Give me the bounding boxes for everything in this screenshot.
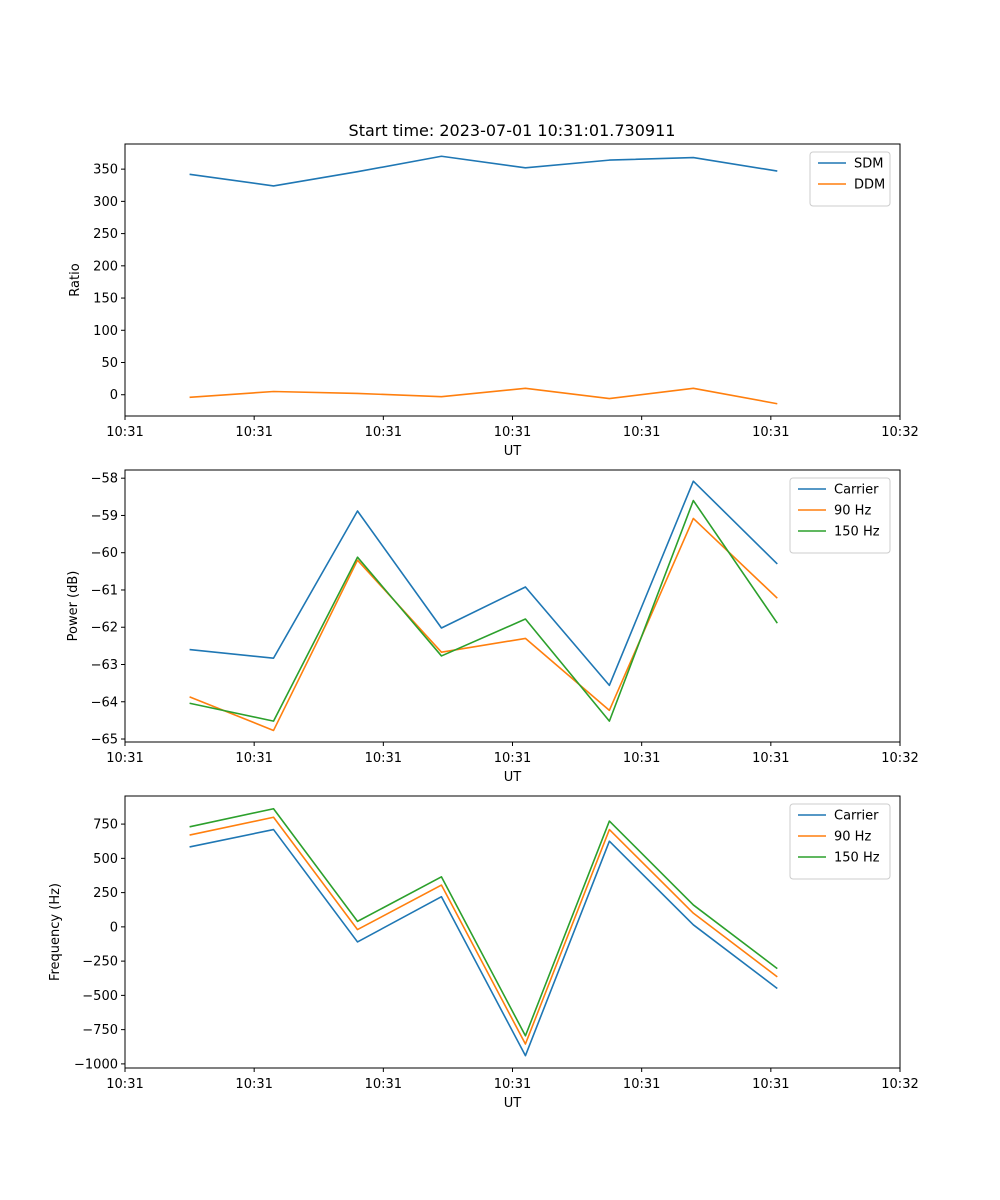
- legend: SDM DDM: [809, 151, 891, 207]
- x-tick-label: 10:31: [752, 751, 789, 766]
- x-tick-label: 10:32: [881, 425, 918, 440]
- chart-panel-1: 10:31 10:31 10:31 10:31 10:31 10:31 10:32 0 50 10…: [68, 143, 919, 459]
- y-tick-label: 250: [93, 227, 118, 242]
- y-tick-label: 150: [93, 292, 118, 307]
- legend-label: Carrier: [834, 483, 879, 498]
- x-tick-label: 10:31: [365, 751, 402, 766]
- chart-panel-3: 10:31 10:31 10:31 10:31 10:31 10:31 10:32 −1000…: [48, 795, 919, 1111]
- x-tick-label: 10:31: [623, 425, 660, 440]
- x-axis-label: UT: [504, 770, 522, 785]
- series-line-carrier: [189, 828, 778, 1057]
- figure-title: Start time: 2023-07-01 10:31:01.730911: [349, 121, 676, 140]
- x-tick-label: 10:31: [623, 751, 660, 766]
- y-axis-label: Power (dB): [66, 571, 81, 642]
- y-tick-label: −500: [82, 989, 118, 1004]
- x-tick-label: 10:31: [365, 1077, 402, 1092]
- y-tick-label: 350: [93, 163, 118, 178]
- y-tick-label: −62: [91, 621, 118, 636]
- legend-box: [789, 803, 891, 880]
- x-tick-label: 10:32: [881, 1077, 918, 1092]
- y-tick-label: 500: [93, 852, 118, 867]
- y-tick-label: 0: [110, 388, 118, 403]
- y-tick-label: 0: [110, 920, 118, 935]
- y-tick-label: −61: [91, 583, 118, 598]
- y-tick-label: −64: [91, 695, 118, 710]
- x-tick-label: 10:31: [752, 1077, 789, 1092]
- y-tick-label: −60: [91, 546, 118, 561]
- panels: 10:31 10:31 10:31 10:31 10:31 10:31 10:32 0 50 10…: [48, 143, 919, 1111]
- legend-label: 90 Hz: [834, 504, 871, 519]
- legend: Carrier 90 Hz 150 Hz: [789, 803, 891, 880]
- y-axis-label: Ratio: [68, 263, 83, 296]
- x-tick-label: 10:31: [106, 751, 143, 766]
- x-tick-label: 10:31: [106, 1077, 143, 1092]
- x-tick-label: 10:32: [881, 751, 918, 766]
- x-axis-label: UT: [504, 444, 522, 459]
- x-tick-label: 10:31: [623, 1077, 660, 1092]
- y-tick-label: 50: [101, 356, 118, 371]
- series-line-150-hz: [189, 499, 778, 722]
- y-tick-label: 250: [93, 886, 118, 901]
- x-tick-label: 10:31: [235, 751, 272, 766]
- y-tick-label: 100: [93, 324, 118, 339]
- x-tick-label: 10:31: [752, 425, 789, 440]
- legend-box: [789, 477, 891, 554]
- chart-panel-2: 10:31 10:31 10:31 10:31 10:31 10:31 10:32 −65 −6…: [66, 469, 919, 785]
- y-tick-label: −1000: [74, 1057, 118, 1072]
- series-line-150-hz: [189, 807, 778, 1037]
- legend: Carrier 90 Hz 150 Hz: [789, 477, 891, 554]
- legend-label: DDM: [854, 178, 885, 193]
- y-tick-label: 300: [93, 195, 118, 210]
- y-tick-label: −250: [82, 955, 118, 970]
- series-line-ddm: [189, 387, 778, 405]
- legend-label: 90 Hz: [834, 830, 871, 845]
- y-tick-label: 750: [93, 818, 118, 833]
- x-tick-label: 10:31: [494, 751, 531, 766]
- legend-label: SDM: [854, 157, 883, 172]
- legend-label: 150 Hz: [834, 525, 880, 540]
- y-tick-label: 200: [93, 259, 118, 274]
- y-tick-label: −63: [91, 658, 118, 673]
- legend-box: [809, 151, 891, 207]
- x-tick-label: 10:31: [235, 425, 272, 440]
- y-tick-label: −750: [82, 1023, 118, 1038]
- y-tick-label: −58: [91, 472, 118, 487]
- x-tick-label: 10:31: [494, 1077, 531, 1092]
- legend-label: 150 Hz: [834, 851, 880, 866]
- y-tick-label: −65: [91, 733, 118, 748]
- x-tick-label: 10:31: [106, 425, 143, 440]
- series-line-90-hz: [189, 816, 778, 1045]
- legend-label: Carrier: [834, 809, 879, 824]
- y-tick-label: −59: [91, 509, 118, 524]
- x-tick-label: 10:31: [494, 425, 531, 440]
- y-axis-label: Frequency (Hz): [48, 883, 63, 981]
- series-line-carrier: [189, 480, 778, 687]
- series-line-90-hz: [189, 517, 778, 732]
- x-axis-label: UT: [504, 1096, 522, 1111]
- x-tick-label: 10:31: [235, 1077, 272, 1092]
- x-tick-label: 10:31: [365, 425, 402, 440]
- series-line-sdm: [189, 155, 778, 187]
